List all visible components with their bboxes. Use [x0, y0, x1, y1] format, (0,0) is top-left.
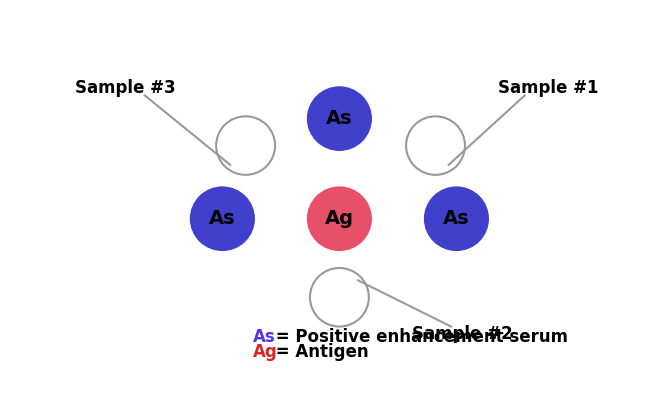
Text: = Antigen: = Antigen [271, 343, 369, 361]
Text: Sample #2: Sample #2 [412, 325, 513, 343]
Text: Ag: Ag [253, 343, 278, 361]
Text: As: As [443, 209, 470, 228]
Text: As: As [326, 109, 353, 128]
Text: Sample #3: Sample #3 [75, 79, 176, 97]
Text: = Positive enhancement serum: = Positive enhancement serum [271, 328, 568, 346]
Ellipse shape [216, 116, 275, 175]
Ellipse shape [307, 186, 372, 251]
Text: Ag: Ag [325, 209, 354, 228]
Ellipse shape [424, 186, 489, 251]
Ellipse shape [406, 116, 465, 175]
Ellipse shape [190, 186, 255, 251]
Text: Sample #1: Sample #1 [498, 79, 598, 97]
Ellipse shape [310, 268, 369, 326]
Text: As: As [253, 328, 276, 346]
Text: As: As [209, 209, 235, 228]
Ellipse shape [307, 86, 372, 151]
